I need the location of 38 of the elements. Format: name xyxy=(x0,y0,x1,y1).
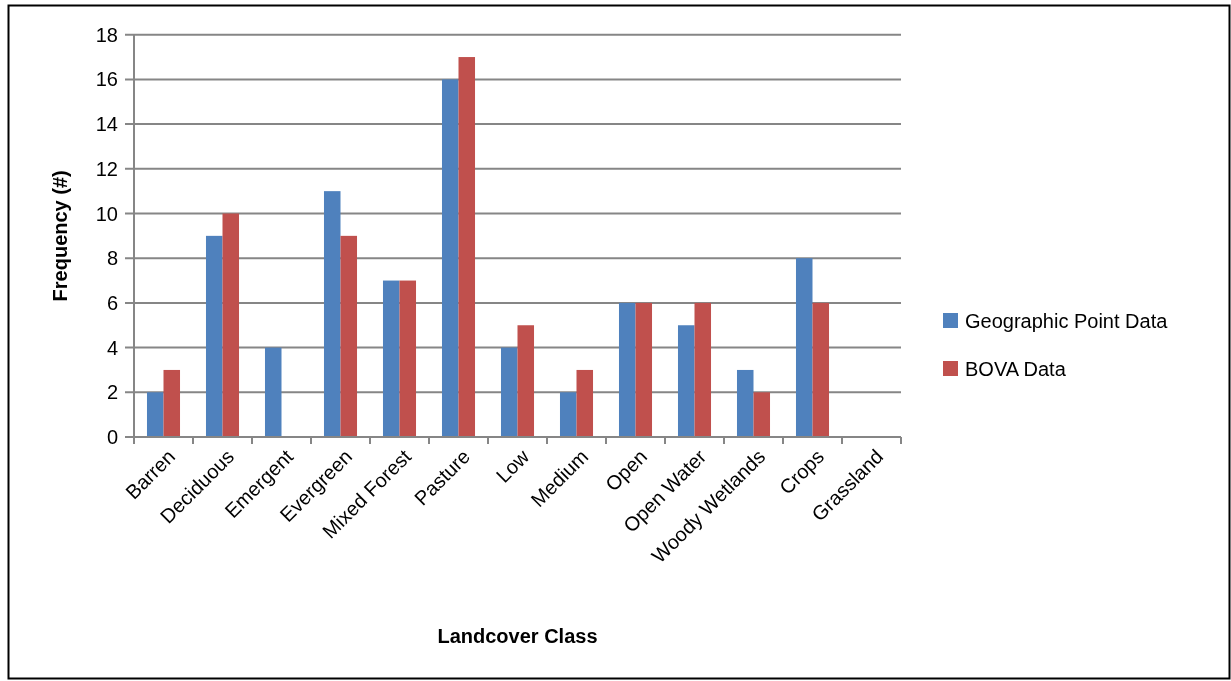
y-tick-label: 12 xyxy=(95,157,118,180)
bar xyxy=(222,213,240,437)
bar xyxy=(163,369,181,437)
y-tick-label: 14 xyxy=(95,113,118,136)
bar xyxy=(340,235,358,437)
x-axis-title: Landcover Class xyxy=(437,625,598,647)
bar xyxy=(264,347,282,437)
legend-label: Geographic Point Data xyxy=(965,310,1169,332)
y-tick-label: 16 xyxy=(95,68,118,91)
bar xyxy=(517,325,535,437)
bar xyxy=(500,347,518,437)
bar xyxy=(694,302,712,437)
y-axis-title: Frequency (#) xyxy=(49,170,71,302)
bar xyxy=(736,369,754,437)
y-tick-label: 10 xyxy=(95,202,118,225)
bar xyxy=(753,392,771,437)
y-tick-label: 4 xyxy=(106,336,118,359)
bar xyxy=(635,302,653,437)
y-tick-label: 0 xyxy=(106,426,118,448)
bar xyxy=(618,302,636,437)
bar xyxy=(441,79,459,437)
x-tick-label: Low xyxy=(491,444,534,487)
y-tick-label: 8 xyxy=(106,247,118,270)
bar xyxy=(812,302,830,437)
bar xyxy=(559,392,577,437)
legend-label: BOVA Data xyxy=(965,358,1067,380)
bar xyxy=(205,235,223,437)
bar xyxy=(576,369,594,437)
bar xyxy=(677,325,695,437)
bar xyxy=(146,392,164,437)
bar xyxy=(795,258,813,437)
bar xyxy=(323,191,341,437)
bar xyxy=(399,280,417,437)
y-tick-label: 2 xyxy=(106,381,118,404)
bar xyxy=(382,280,400,437)
y-tick-label: 18 xyxy=(95,23,118,46)
y-tick-label: 6 xyxy=(106,291,118,314)
bar xyxy=(458,57,476,437)
